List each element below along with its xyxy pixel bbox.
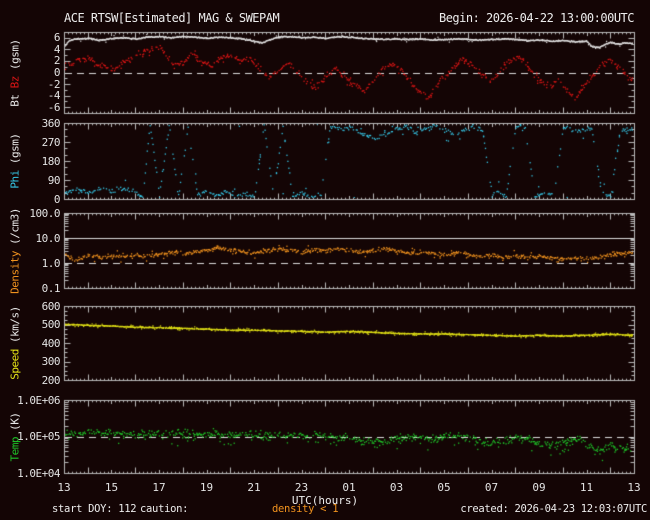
y-tick-label-density: 0.1 — [41, 281, 61, 295]
y-tick-label-phi: 270 — [41, 135, 61, 149]
y-tick-label-temp: 1.0E+04 — [17, 466, 60, 480]
y-axis-title-part: Speed — [8, 343, 22, 380]
y-axis-title-temp: Temp (K) — [9, 412, 22, 461]
x-tick-label: 17 — [152, 481, 166, 494]
x-tick-label: 23 — [294, 481, 309, 494]
y-tick-label-bt-bz: 2 — [53, 54, 61, 68]
y-tick-label-phi: 0 — [53, 192, 61, 206]
caution-label: caution: — [140, 503, 189, 515]
y-tick-label-bt-bz: 0 — [53, 66, 61, 79]
y-tick-label-bt-bz: -4 — [47, 89, 61, 103]
y-axis-title-part: (/cm3) — [8, 207, 22, 245]
x-axis-title: UTC(hours) — [291, 494, 359, 507]
start-doy-label: start DOY: 112 — [52, 503, 137, 515]
x-tick-label: 01 — [342, 481, 356, 494]
y-tick-label-density: 100.0 — [29, 206, 60, 220]
plot-title: ACE RTSW[Estimated] MAG & SWEPAM — [64, 11, 280, 25]
y-axis-title-part: Phi — [8, 164, 22, 189]
y-tick-label-density: 10.0 — [35, 231, 61, 245]
x-tick-label: 03 — [389, 481, 404, 494]
y-axis-title-speed: Speed (km/s) — [9, 306, 22, 380]
y-tick-label-phi: 90 — [47, 173, 61, 187]
y-axis-title-part: (gsm) — [8, 38, 22, 70]
y-tick-label-speed: 400 — [41, 336, 61, 350]
y-axis-title-part: Bt — [8, 87, 22, 107]
y-tick-label-speed: 600 — [41, 299, 61, 313]
y-axis-title-phi: Phi (gsm) — [9, 133, 22, 188]
y-axis-title-density: Density (/cm3) — [9, 208, 22, 294]
y-tick-label-bt-bz: 4 — [53, 42, 61, 56]
caution-value: density < 1 — [272, 503, 339, 515]
y-axis-title-part: Bz — [8, 69, 22, 88]
x-tick-label: 05 — [437, 481, 451, 494]
begin-timestamp: Begin: 2026-04-22 13:00:00UTC — [438, 11, 635, 25]
y-tick-label-speed: 500 — [41, 318, 61, 331]
x-tick-label: 07 — [484, 481, 499, 494]
y-tick-label-temp: 1.0E+06 — [17, 393, 60, 407]
y-tick-label-density: 1.0 — [41, 256, 61, 270]
y-axis-title-part: Temp — [8, 430, 22, 462]
x-tick-label: 09 — [532, 481, 546, 494]
created-timestamp: created: 2026-04-23 12:03:07UTC — [460, 503, 647, 515]
y-tick-label-bt-bz: 6 — [53, 31, 61, 45]
y-tick-label-bt-bz: -6 — [47, 100, 61, 114]
x-tick-label: 13 — [627, 481, 641, 494]
x-tick-label: 13 — [57, 481, 71, 494]
y-tick-label-phi: 360 — [41, 116, 61, 130]
x-tick-label: 21 — [247, 481, 261, 494]
y-tick-label-temp: 1.0E+05 — [17, 430, 60, 443]
y-tick-label-phi: 180 — [41, 154, 61, 168]
x-tick-label: 19 — [199, 481, 214, 494]
y-axis-title-part: (km/s) — [8, 306, 22, 343]
y-tick-label-speed: 300 — [41, 355, 61, 368]
y-tick-label-speed: 200 — [41, 373, 61, 387]
y-axis-title-part: Density — [8, 244, 22, 294]
y-axis-title-part: (gsm) — [8, 133, 22, 165]
x-tick-label: 15 — [104, 481, 119, 494]
y-tick-label-bt-bz: -2 — [47, 77, 61, 91]
x-tick-label: 11 — [579, 481, 594, 494]
y-axis-title-part: (K) — [8, 412, 22, 431]
y-axis-title-bt-bz: Bt Bz (gsm) — [9, 39, 22, 106]
